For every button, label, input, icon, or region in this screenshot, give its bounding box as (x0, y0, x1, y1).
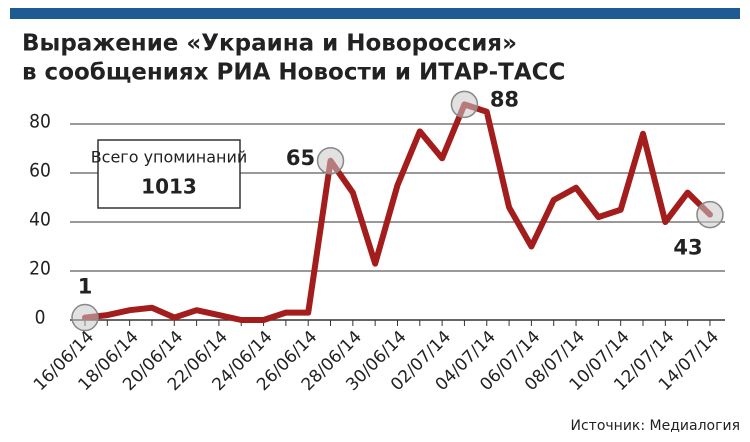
data-label: 65 (286, 146, 315, 170)
highlight-circle (316, 147, 345, 175)
highlight-circle (450, 90, 479, 119)
total-value: 1013 (141, 175, 197, 199)
y-tick-label: 0 (35, 307, 46, 329)
source: Источник: Медиалогия (571, 418, 740, 434)
chart-title: Выражение «Украина и Новороссия» (22, 31, 517, 57)
y-tick-label: 80 (29, 111, 51, 133)
y-tick-label: 40 (29, 209, 51, 231)
y-tick-label: 60 (29, 160, 51, 182)
total-label: Всего упоминаний (91, 148, 248, 167)
data-line (82, 101, 713, 323)
data-label: 88 (490, 87, 519, 111)
top-bar (10, 8, 740, 19)
total-box (97, 139, 241, 209)
highlight-circle (696, 200, 724, 229)
data-label: 1 (78, 275, 93, 299)
y-tick-label: 20 (29, 258, 51, 280)
data-label: 43 (673, 236, 702, 260)
chart-subtitle: в сообщениях РИА Новости и ИТАР-ТАСС (22, 60, 565, 86)
highlight-circle (71, 303, 99, 332)
